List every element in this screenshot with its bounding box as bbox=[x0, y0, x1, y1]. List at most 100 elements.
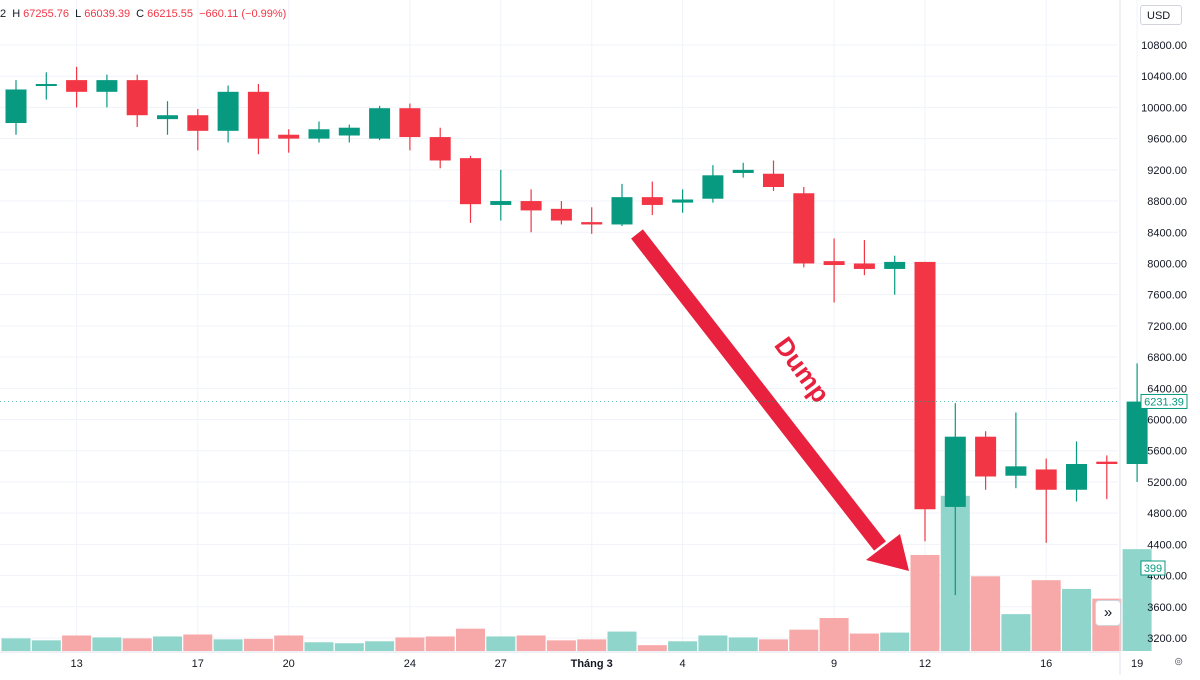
arrow-head bbox=[866, 534, 909, 571]
volume-bar bbox=[849, 633, 879, 651]
volume-bar bbox=[153, 636, 182, 651]
candle-body bbox=[399, 108, 421, 138]
last-price-badge bbox=[1140, 393, 1188, 409]
volume-bar bbox=[880, 632, 910, 651]
candle-body bbox=[157, 115, 178, 120]
candle-body bbox=[611, 197, 633, 225]
price-tick-label: 6800.00 bbox=[1147, 352, 1187, 364]
candle-body bbox=[793, 193, 815, 264]
time-tick-label: Tháng 3 bbox=[571, 658, 613, 670]
volume-bar bbox=[395, 637, 425, 651]
volume-badge bbox=[1140, 560, 1166, 576]
price-tick-label: 7200.00 bbox=[1147, 321, 1187, 333]
candle-body bbox=[823, 261, 845, 266]
currency-selector[interactable]: USD bbox=[1140, 5, 1182, 25]
ohlc-change: −660.11 (−0.99%) bbox=[199, 8, 287, 20]
ohlc-close-key: C bbox=[136, 8, 145, 20]
price-tick-label: 6400.00 bbox=[1147, 383, 1187, 395]
candle-body bbox=[1035, 469, 1057, 490]
candle-body bbox=[429, 137, 451, 161]
candle-body bbox=[369, 108, 391, 139]
candle-body bbox=[126, 80, 148, 116]
volume-bar bbox=[1001, 614, 1031, 651]
volume-bar bbox=[668, 641, 698, 651]
time-tick-label: 16 bbox=[1040, 658, 1052, 670]
scroll-to-realtime-button[interactable]: » bbox=[1095, 600, 1121, 626]
price-tick-label: 4400.00 bbox=[1147, 539, 1187, 551]
candle-body bbox=[641, 197, 663, 205]
candle-body bbox=[672, 199, 694, 203]
candle-body bbox=[914, 261, 936, 510]
price-tick-label: 6000.00 bbox=[1147, 415, 1187, 427]
time-tick-label: 12 bbox=[919, 658, 931, 670]
arrow-shaft bbox=[631, 229, 886, 551]
ohlc-prefix: 2 bbox=[0, 8, 7, 20]
candle-body bbox=[884, 261, 906, 269]
volume-bar bbox=[486, 636, 516, 651]
candle-body bbox=[581, 222, 603, 225]
volume-bar bbox=[243, 638, 273, 651]
annotation-arrow: Dump bbox=[631, 229, 909, 571]
candle-body bbox=[217, 91, 239, 131]
candle-body bbox=[1126, 401, 1148, 465]
volume-bar bbox=[819, 618, 849, 651]
ohlc-high-key: H bbox=[12, 8, 21, 20]
time-tick-label: 24 bbox=[404, 658, 416, 670]
volume-bar bbox=[607, 631, 637, 651]
candle-body bbox=[520, 201, 542, 211]
time-tick-label: 13 bbox=[70, 658, 82, 670]
candle-body bbox=[732, 169, 754, 173]
volume-bar bbox=[637, 645, 667, 651]
volume-bar bbox=[62, 635, 92, 651]
candle-body bbox=[338, 127, 360, 136]
volume-bar bbox=[546, 640, 576, 651]
candles bbox=[5, 66, 1148, 596]
volume-bar bbox=[1031, 580, 1061, 651]
price-tick-label: 10400.00 bbox=[1141, 71, 1187, 83]
price-tick-label: 7600.00 bbox=[1147, 290, 1187, 302]
price-tick-label: 5200.00 bbox=[1147, 477, 1187, 489]
volume-bar bbox=[698, 635, 728, 651]
settings-gear-icon[interactable]: ⊚ bbox=[1174, 656, 1184, 668]
volume-bars bbox=[1, 495, 1152, 651]
price-tick-label: 9200.00 bbox=[1147, 165, 1187, 177]
ohlc-low: 66039.39 bbox=[84, 8, 131, 20]
last-price-label: 6231.39 bbox=[1144, 396, 1184, 408]
candle-body bbox=[66, 80, 88, 92]
time-tick-label: 17 bbox=[192, 658, 204, 670]
volume-bar bbox=[31, 640, 61, 651]
ohlc-low-key: L bbox=[75, 8, 82, 20]
candle-body bbox=[702, 175, 724, 199]
price-tick-label: 8400.00 bbox=[1147, 227, 1187, 239]
candle-body bbox=[975, 436, 997, 477]
price-tick-label: 4800.00 bbox=[1147, 508, 1187, 520]
volume-bar bbox=[183, 634, 213, 651]
candle-body bbox=[5, 89, 27, 124]
price-tick-label: 9600.00 bbox=[1147, 134, 1187, 146]
price-tick-label: 3600.00 bbox=[1147, 602, 1187, 614]
price-tick-label: 3200.00 bbox=[1147, 633, 1187, 645]
volume-bar bbox=[304, 642, 334, 651]
annotation-dump-label: Dump bbox=[768, 331, 836, 408]
candle-body bbox=[1096, 461, 1118, 465]
candle-body bbox=[1066, 464, 1087, 490]
time-axis[interactable]: 13 17 20 24 27 Tháng 3 4 9 12 16 19 bbox=[0, 651, 1143, 670]
candle-body bbox=[853, 263, 875, 269]
volume-bar bbox=[910, 554, 940, 651]
time-tick-label: 27 bbox=[495, 658, 507, 670]
candle-body bbox=[763, 173, 784, 188]
volume-bar bbox=[456, 628, 485, 651]
volume-bar bbox=[1062, 588, 1091, 651]
time-tick-label: 20 bbox=[283, 658, 295, 670]
volume-bar bbox=[789, 629, 819, 651]
volume-bar bbox=[365, 641, 395, 651]
volume-bar bbox=[122, 638, 152, 651]
volume-bar bbox=[516, 635, 546, 651]
price-tick-label: 10000.00 bbox=[1141, 102, 1187, 114]
volume-bar bbox=[334, 643, 364, 651]
candle-body bbox=[1005, 466, 1027, 476]
candle-body bbox=[247, 91, 269, 139]
